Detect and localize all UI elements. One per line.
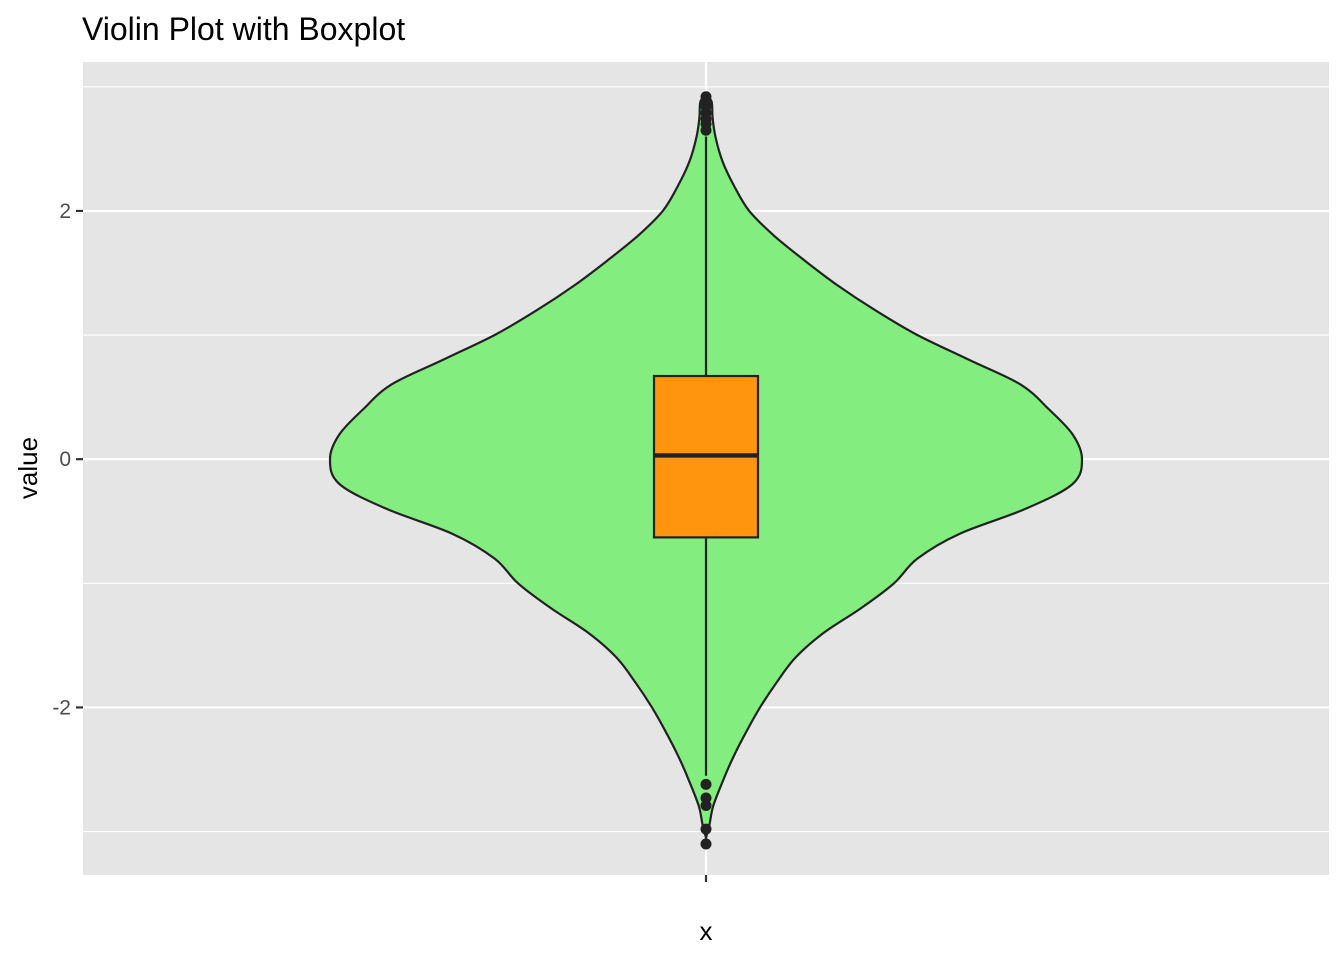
y-axis-title: value <box>13 437 43 499</box>
x-axis-title: x <box>700 916 713 946</box>
y-tick-label: -2 <box>52 696 71 719</box>
outlier-point <box>700 799 712 811</box>
outlier-point <box>700 838 712 850</box>
outlier-point <box>700 124 712 136</box>
y-axis: -2 0 2 <box>52 200 83 719</box>
chart-title: Violin Plot with Boxplot <box>82 11 405 47</box>
outlier-point <box>700 823 712 835</box>
outlier-point <box>700 778 712 790</box>
boxplot-layer <box>652 91 760 850</box>
y-tick-label: 0 <box>59 448 71 471</box>
y-tick-label: 2 <box>59 200 71 223</box>
